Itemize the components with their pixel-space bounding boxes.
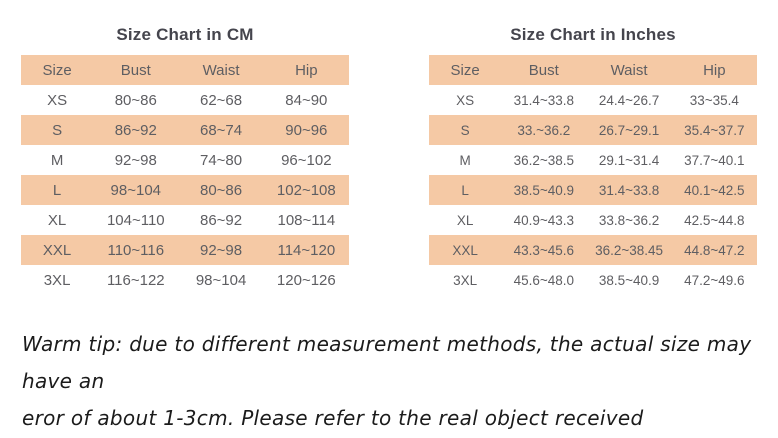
bust-cell: 116~122 (106, 271, 165, 289)
header-hip: Hip (295, 61, 318, 79)
size-cell: S (52, 121, 63, 139)
table-row-xxl: XXL 43.3~45.6 36.2~38.45 44.8~47.2 (429, 235, 757, 265)
waist-cell: 36.2~38.45 (595, 242, 664, 258)
bust-cell: 45.6~48.0 (513, 272, 574, 288)
hip-cell: 42.5~44.8 (684, 212, 745, 228)
table-row-3xl: 3XL 116~122 98~104 120~126 (21, 265, 349, 295)
bust-cell: 86~92 (114, 121, 157, 139)
waist-cell: 74~80 (199, 151, 243, 169)
warm-tip-line-1: Warm tip: due to different measurement m… (22, 332, 752, 393)
size-cell: M (50, 151, 64, 169)
size-cell: XS (456, 92, 475, 108)
bust-cell: 31.4~33.8 (513, 92, 574, 108)
size-cell: M (459, 152, 471, 168)
waist-cell: 62~68 (199, 91, 243, 109)
size-chart-cm: Size Chart in CM Size Bust Waist Hip XS … (21, 25, 349, 295)
hip-cell: 35.4~37.7 (684, 122, 745, 138)
warm-tip-note: Warm tip: due to different measurement m… (22, 326, 762, 437)
bust-cell: 36.2~38.5 (513, 152, 574, 168)
table-row-xs: XS 80~86 62~68 84~90 (21, 85, 349, 115)
header-size: Size (450, 61, 480, 79)
size-cell: 3XL (43, 271, 71, 289)
size-cell: L (461, 182, 469, 198)
waist-cell: 38.5~40.9 (598, 272, 660, 288)
size-chart-inches-title: Size Chart in Inches (510, 25, 676, 44)
header-bust: Bust (120, 61, 151, 79)
size-cell: 3XL (453, 272, 478, 288)
bust-cell: 110~116 (107, 241, 165, 259)
table-row-m: M 92~98 74~80 96~102 (21, 145, 349, 175)
waist-cell: 92~98 (199, 241, 243, 259)
bust-cell: 98~104 (110, 181, 162, 199)
bust-cell: 33.~36.2 (517, 122, 571, 138)
table-header-row: Size Bust Waist Hip (21, 55, 349, 85)
table-row-xl: XL 40.9~43.3 33.8~36.2 42.5~44.8 (429, 205, 757, 235)
size-cell: XL (47, 211, 67, 229)
bust-cell: 38.5~40.9 (513, 182, 574, 198)
table-row-s: S 33.~36.2 26.7~29.1 35.4~37.7 (429, 115, 757, 145)
waist-cell: 80~86 (199, 181, 243, 199)
table-row-xxl: XXL 110~116 92~98 114~120 (21, 235, 349, 265)
size-table-inches: Size Bust Waist Hip XS 31.4~33.8 24.4~26… (429, 55, 757, 295)
waist-cell: 31.4~33.8 (598, 182, 660, 198)
table-row-l: L 98~104 80~86 102~108 (21, 175, 349, 205)
size-cell: L (52, 181, 62, 199)
table-row-l: L 38.5~40.9 31.4~33.8 40.1~42.5 (429, 175, 757, 205)
bust-cell: 92~98 (114, 151, 157, 169)
waist-cell: 86~92 (199, 211, 243, 229)
table-row-s: S 86~92 68~74 90~96 (21, 115, 349, 145)
size-cell: XL (456, 212, 474, 228)
size-cell: XXL (452, 242, 478, 258)
bust-cell: 80~86 (114, 91, 157, 109)
hip-cell: 33~35.4 (689, 92, 739, 108)
hip-cell: 96~102 (281, 151, 332, 169)
hip-cell: 102~108 (276, 181, 336, 199)
hip-cell: 90~96 (285, 121, 328, 139)
bust-cell: 40.9~43.3 (513, 212, 574, 228)
table-header-row: Size Bust Waist Hip (429, 55, 757, 85)
hip-cell: 114~120 (277, 241, 336, 259)
hip-cell: 108~114 (277, 211, 336, 229)
waist-cell: 29.1~31.4 (598, 152, 660, 168)
hip-cell: 84~90 (285, 91, 328, 109)
waist-cell: 26.7~29.1 (598, 122, 660, 138)
header-hip: Hip (703, 61, 726, 79)
size-cell: S (460, 122, 470, 138)
size-charts-container: Size Chart in CM Size Bust Waist Hip XS … (21, 25, 757, 295)
hip-cell: 44.8~47.2 (684, 242, 745, 258)
waist-cell: 24.4~26.7 (598, 92, 660, 108)
waist-cell: 33.8~36.2 (598, 212, 660, 228)
size-table-cm: Size Bust Waist Hip XS 80~86 62~68 84~90… (21, 55, 349, 295)
size-chart-inches: Size Chart in Inches Size Bust Waist Hip… (429, 25, 757, 295)
size-chart-cm-title: Size Chart in CM (116, 25, 254, 44)
header-bust: Bust (528, 61, 559, 79)
header-waist: Waist (610, 61, 648, 79)
table-row-m: M 36.2~38.5 29.1~31.4 37.7~40.1 (429, 145, 757, 175)
bust-cell: 43.3~45.6 (513, 242, 574, 258)
hip-cell: 40.1~42.5 (684, 182, 745, 198)
table-row-xl: XL 104~110 86~92 108~114 (21, 205, 349, 235)
size-cell: XXL (42, 241, 72, 259)
table-row-3xl: 3XL 45.6~48.0 38.5~40.9 47.2~49.6 (429, 265, 757, 295)
warm-tip-line-2: eror of about 1-3cm. Please refer to the… (22, 406, 644, 430)
hip-cell: 120~126 (276, 271, 336, 289)
waist-cell: 98~104 (195, 271, 247, 289)
size-cell: XS (47, 91, 68, 109)
hip-cell: 47.2~49.6 (684, 272, 745, 288)
header-waist: Waist (202, 61, 240, 79)
bust-cell: 104~110 (106, 211, 165, 229)
table-row-xs: XS 31.4~33.8 24.4~26.7 33~35.4 (429, 85, 757, 115)
header-size: Size (42, 61, 72, 79)
hip-cell: 37.7~40.1 (684, 152, 745, 168)
waist-cell: 68~74 (199, 121, 243, 139)
